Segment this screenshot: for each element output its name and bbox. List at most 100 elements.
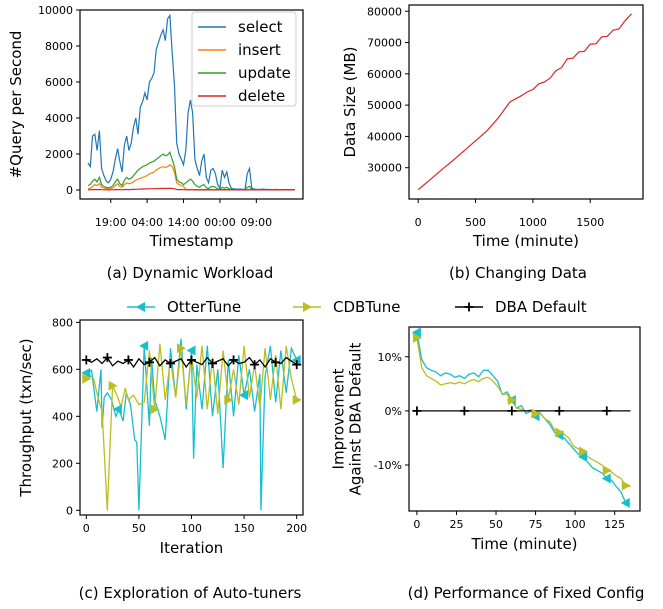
series-cdbtune-line <box>416 337 631 488</box>
legend-a-box <box>191 11 297 107</box>
xlabel-c: Iteration <box>160 539 224 557</box>
shared-legend: OtterTune CDBTune DBA Default <box>127 298 587 316</box>
xtick-label-a-0: 19:00 <box>95 216 127 229</box>
marker-cdbtune-3 <box>555 427 565 438</box>
legend-a-label-select: select <box>238 18 283 36</box>
panel-b-changing-data: 30000 40000 50000 60000 70000 80000 0 500 1000 15… <box>341 4 644 250</box>
plot-frame-a <box>79 9 304 200</box>
series-ottertune-line <box>86 338 298 511</box>
ytick-label-b-30000: 30000 <box>367 162 402 175</box>
marker-dba-default-0 <box>81 355 91 365</box>
marker-dba-default-9 <box>271 357 281 367</box>
xtick-label-c-150: 150 <box>234 522 255 535</box>
ytick-label-c-0: 0 <box>66 504 73 517</box>
ylabel-d-1: Against DBA Default <box>347 342 365 495</box>
marker-cdbtune-4 <box>224 394 234 405</box>
xtick-label-d-125: 125 <box>604 518 625 531</box>
marker-ottertune-4 <box>239 390 249 401</box>
marker-cdbtune-2 <box>150 404 160 415</box>
marker-dba-default-1 <box>459 406 469 416</box>
ytick-label-c-2: 400 <box>52 410 73 423</box>
legend-a: select insert update delete <box>191 11 297 107</box>
ytick-label-a-10000: 10000 <box>38 4 73 17</box>
ytick-label-b-70000: 70000 <box>367 37 402 50</box>
legend-a-label-update: update <box>238 64 291 82</box>
legend-a-label-insert: insert <box>238 41 281 59</box>
xtick-label-c-0: 0 <box>83 522 90 535</box>
xtick-label-d-100: 100 <box>565 518 586 531</box>
legend-label-ottertune: OtterTune <box>167 298 241 316</box>
xtick-label-a-1: 04:00 <box>131 216 163 229</box>
xtick-label-b-1000: 1000 <box>519 216 547 229</box>
marker-dba-default-4 <box>165 358 175 368</box>
marker-ottertune-5 <box>291 354 301 365</box>
marker-ottertune-5 <box>601 473 611 484</box>
ytick-label-b-40000: 40000 <box>367 130 402 143</box>
ytick-label-d-0: 10% <box>378 351 402 364</box>
legend-label-cdbtune: CDBTune <box>333 298 400 316</box>
xtick-label-d-75: 75 <box>529 518 543 531</box>
legend-marker-dba-default <box>464 302 474 312</box>
xtick-label-a-2: 14:00 <box>168 216 200 229</box>
series-delete-line <box>88 187 295 191</box>
series-data-size-line <box>417 13 632 191</box>
marker-dba-default-5 <box>187 355 196 365</box>
series-ottertune-line <box>416 332 631 505</box>
caption-b: (b) Changing Data <box>449 264 587 282</box>
plot-frame-d <box>408 326 641 512</box>
marker-dba-default-6 <box>208 358 218 368</box>
marker-cdbtune-2 <box>531 408 541 419</box>
panel-c-exploration: 0 200 400 600 800 0 50 100 150 200 Iteration Throug… <box>17 316 307 557</box>
marker-ottertune-1 <box>112 404 122 415</box>
marker-cdbtune-3 <box>176 343 186 354</box>
marker-cdbtune-0 <box>82 373 92 384</box>
ytick-label-c-4: 800 <box>52 316 73 329</box>
ytick-label-a-8000: 8000 <box>45 40 73 53</box>
marker-dba-default-0 <box>412 406 422 416</box>
ytick-label-a-6000: 6000 <box>45 76 73 89</box>
legend-marker-cdbtune <box>303 302 312 312</box>
xtick-label-d-50: 50 <box>489 518 503 531</box>
xlabel-b: Time (minute) <box>472 232 579 250</box>
marker-dba-default-7 <box>229 355 239 365</box>
xtick-label-b-1500: 1500 <box>576 216 604 229</box>
panel-d-fixed-config: 10% 0% -10% 0 25 50 75 100 125 Time (minute) Impro… <box>330 326 641 553</box>
legend-marker-ottertune <box>136 302 145 312</box>
ytick-label-d-1: 0% <box>385 405 402 418</box>
marker-dba-default-3 <box>554 406 564 416</box>
series-insert-line <box>87 164 295 191</box>
marker-ottertune-2 <box>139 340 149 351</box>
xtick-label-c-200: 200 <box>286 522 307 535</box>
marker-ottertune-6 <box>620 497 630 508</box>
marker-ottertune-0 <box>81 367 91 378</box>
xlabel-d: Time (minute) <box>470 535 577 553</box>
ytick-label-c-1: 200 <box>52 457 73 470</box>
marker-cdbtune-4 <box>579 446 589 457</box>
marker-dba-default-1 <box>102 353 112 363</box>
series-cdbtune-line <box>85 343 298 511</box>
ytick-label-b-80000: 80000 <box>367 5 402 18</box>
caption-c: (c) Exploration of Auto-tuners <box>79 584 302 602</box>
marker-dba-default-2 <box>123 355 133 365</box>
ytick-label-b-60000: 60000 <box>367 68 402 81</box>
ylabel-a: #Query per Second <box>7 31 25 179</box>
ytick-label-b-50000: 50000 <box>367 99 402 112</box>
ytick-label-c-3: 600 <box>52 363 73 376</box>
marker-dba-default-3 <box>144 357 154 367</box>
xtick-label-c-50: 50 <box>132 522 146 535</box>
panel-a-dynamic-workload: 0 2000 4000 6000 8000 10000 19:00 04:00 14:00 00:… <box>7 4 304 250</box>
ylabel-c-0: Throughput (txn/sec) <box>17 338 35 497</box>
ytick-label-d-2: -10% <box>374 459 402 472</box>
marker-dba-default-2 <box>507 406 517 416</box>
xtick-label-b-500: 500 <box>465 216 486 229</box>
caption-d: (d) Performance of Fixed Config <box>408 584 645 602</box>
ytick-label-a-4000: 4000 <box>45 112 73 125</box>
marker-cdbtune-0 <box>412 332 422 343</box>
marker-dba-default-4 <box>602 406 612 416</box>
xtick-label-c-100: 100 <box>181 522 202 535</box>
xlabel-a: Timestamp <box>149 232 234 250</box>
ytick-label-a-2000: 2000 <box>45 148 73 161</box>
marker-cdbtune-5 <box>602 465 612 476</box>
marker-ottertune-0 <box>411 327 421 338</box>
